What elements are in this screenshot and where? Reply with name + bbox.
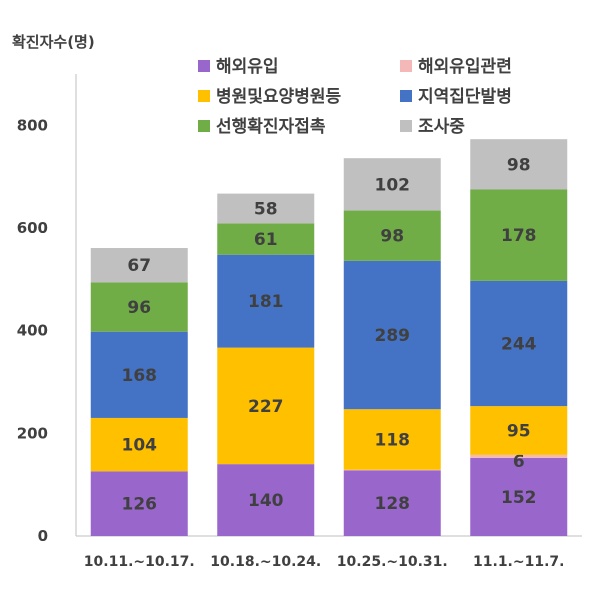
x-tick-label: 10.11.~10.17. [84,554,195,570]
data-label: 96 [127,298,151,318]
legend-swatch [400,60,412,72]
data-label: 128 [375,494,411,514]
y-tick-label: 800 [17,116,48,134]
data-label: 244 [501,335,537,355]
data-label: 140 [248,491,284,511]
y-tick-label: 600 [17,219,48,237]
bar-segment [343,210,441,261]
x-tick-label: 10.25.~10.31. [337,554,448,570]
bar-segment [217,464,315,536]
legend-label: 선행확진자접촉 [216,117,326,137]
legend-swatch [198,120,210,132]
legend-swatch [198,60,210,72]
x-tick-label: 11.1.~11.7. [473,554,564,570]
bar-segment [343,409,441,470]
data-label: 95 [507,422,531,442]
y-tick-label: 0 [38,527,48,545]
bar-segment [470,406,568,455]
bar-segment [470,280,568,407]
bar-segment [470,454,568,458]
legend-label: 조사중 [418,117,465,137]
bar-segment [470,457,568,536]
data-label: 126 [122,495,158,515]
y-tick-label: 400 [17,322,48,340]
bar-segment [90,282,188,332]
data-label: 289 [375,326,411,346]
bar-segment [217,223,315,255]
x-tick-label: 10.18.~10.24. [210,554,321,570]
data-label: 227 [248,397,284,417]
legend-label: 해외유입 [216,57,279,77]
bar-segment [343,260,441,410]
legend-label: 해외유입관련 [418,57,512,77]
plot-area: 0 200 400 600 800 126 104 168 96 67 10.11.~10.17. 1… [17,74,582,570]
bar-segment [343,470,441,536]
bar-segment [90,471,188,536]
bar-segment [90,417,188,472]
bar-segment [217,254,315,348]
bar-segment [217,193,315,224]
bar-segment [470,139,568,190]
data-label: 98 [507,155,531,175]
data-label: 67 [127,256,151,276]
data-label: 152 [501,488,537,508]
legend-swatch [400,90,412,102]
bar-segment [343,469,441,471]
legend-label: 병원및요양병원등 [216,87,341,107]
legend-label: 지역집단발병 [418,87,512,107]
data-label: 168 [122,366,158,386]
data-label: 61 [254,230,278,250]
data-label: 181 [248,292,284,312]
data-label: 104 [122,436,158,456]
bar-segment [217,347,315,465]
data-label: 58 [254,199,278,219]
data-label: 6 [513,452,525,472]
bar-segment [90,248,188,283]
legend-swatch [400,120,412,132]
y-tick-label: 200 [17,424,48,442]
data-label: 102 [375,175,411,195]
data-label: 118 [375,430,411,450]
data-label: 178 [501,226,537,246]
data-label: 98 [380,227,404,247]
bar-segment [343,158,441,211]
y-axis-title: 확진자수(명) [12,33,95,51]
bar-segment [470,189,568,281]
bar-segment [90,331,188,418]
legend-swatch [198,90,210,102]
